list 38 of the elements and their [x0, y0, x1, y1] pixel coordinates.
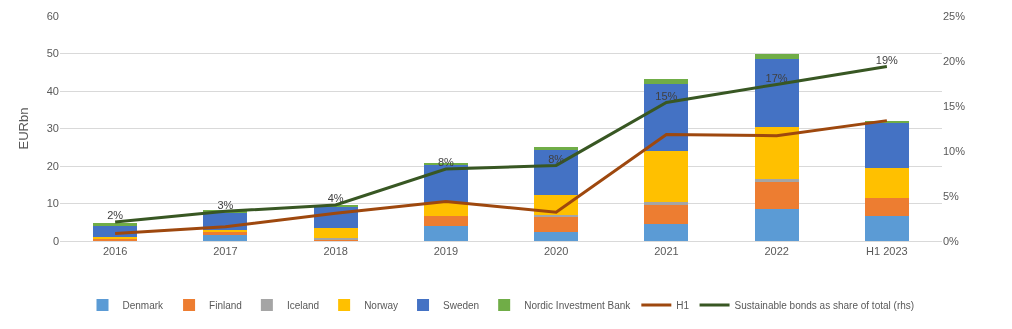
- y2-tick-label: 20%: [943, 54, 966, 67]
- y-tick-label: 50: [46, 47, 59, 60]
- data-label: 2%: [107, 209, 124, 222]
- y-tick-label: 0: [52, 234, 59, 247]
- data-label: 15%: [655, 89, 678, 102]
- data-label: 3%: [217, 198, 234, 211]
- x-tick-label: 2017: [213, 245, 238, 258]
- legend-label: Denmark: [122, 299, 165, 311]
- y2-tick-label: 25%: [943, 9, 966, 22]
- y2-tick-label: 15%: [943, 99, 966, 112]
- data-label: 17%: [765, 71, 788, 84]
- legend-label: Sweden: [443, 299, 480, 311]
- y-tick-label: 10: [46, 197, 59, 210]
- legend-label: Iceland: [286, 299, 320, 311]
- y2-tick-label: 5%: [943, 189, 960, 202]
- legend-label: Nordic Investment Bank: [524, 299, 632, 311]
- x-tick-label: 2020: [543, 245, 569, 258]
- x-tick-label: 2018: [323, 245, 348, 258]
- x-tick-label: 2022: [764, 245, 789, 258]
- data-label: 4%: [327, 192, 344, 205]
- x-tick-label: 2021: [654, 245, 679, 258]
- y2-tick-label: 10%: [943, 144, 966, 157]
- y-tick-label: 20: [46, 159, 59, 172]
- legend-label: Norway: [364, 299, 399, 311]
- data-label: 19%: [875, 53, 899, 66]
- x-tick-label: H1 2023: [866, 245, 908, 258]
- legend-label: H1: [676, 299, 690, 311]
- x-tick-label: 2019: [433, 245, 459, 258]
- y-tick-label: 60: [46, 9, 59, 22]
- legend-label: Sustainable bonds as share of total (rhs): [734, 299, 915, 311]
- data-label: 8%: [437, 156, 455, 169]
- y-axis-title: EURbn: [15, 107, 31, 150]
- legend-label: Finland: [209, 299, 242, 311]
- data-label: 8%: [548, 152, 565, 165]
- y-tick-label: 40: [46, 84, 59, 97]
- y-tick-label: 30: [46, 122, 59, 135]
- y2-tick-label: 0%: [943, 234, 960, 247]
- x-tick-label: 2016: [102, 245, 128, 258]
